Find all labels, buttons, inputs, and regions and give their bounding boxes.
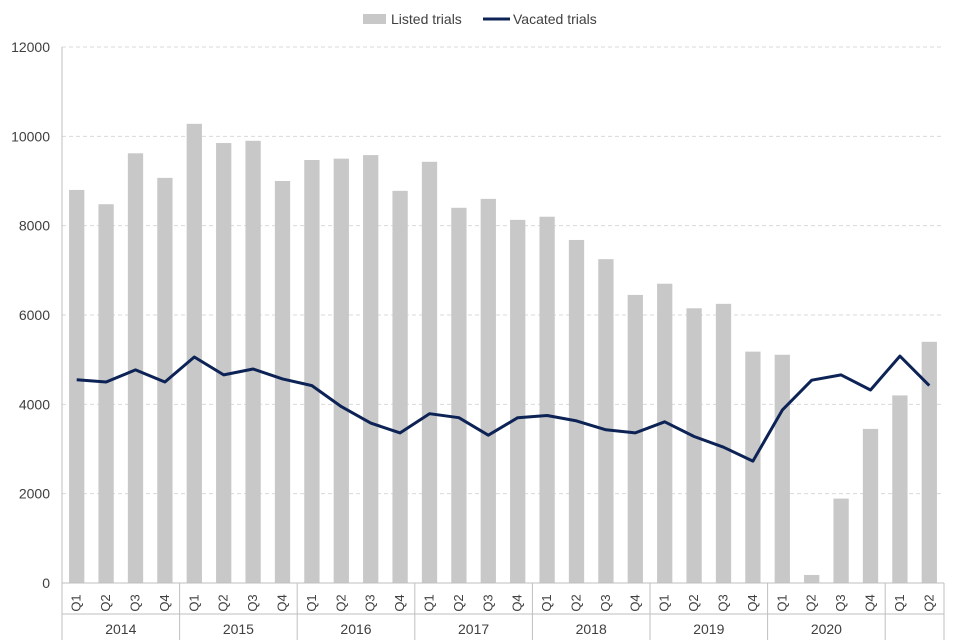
x-tick-label: Q2 (333, 594, 348, 611)
bar-listed-trials (304, 160, 320, 584)
bar-listed-trials (274, 181, 291, 583)
y-tick-label: 6000 (19, 307, 50, 323)
x-axis-year-labels: 2014 2015 2016 2017 2018 2019 2020 (105, 621, 842, 637)
y-tick-label: 0 (42, 575, 50, 591)
y-tick-label: 2000 (19, 486, 50, 502)
x-tick-label: Q2 (921, 594, 936, 611)
y-tick-label: 4000 (19, 396, 50, 412)
bar-listed-trials (392, 190, 408, 583)
year-label: 2019 (693, 621, 724, 637)
year-label: 2017 (458, 621, 489, 637)
x-tick-label: Q1 (186, 594, 201, 611)
bar-listed-trials (363, 155, 379, 584)
bar-listed-trials (568, 239, 585, 583)
bar-listed-trials (539, 216, 555, 583)
x-tick-label: Q3 (833, 594, 848, 611)
x-tick-label: Q3 (480, 594, 495, 611)
x-tick-label: Q1 (657, 594, 672, 611)
x-tick-label: Q4 (392, 594, 407, 611)
bar-listed-trials (127, 153, 144, 583)
x-tick-label: Q4 (275, 594, 290, 611)
x-tick-label: Q4 (863, 594, 878, 611)
x-tick-label: Q1 (422, 594, 437, 611)
bar-listed-trials (216, 143, 232, 584)
legend-label-listed-trials: Listed trials (391, 11, 462, 27)
year-label: 2015 (223, 621, 254, 637)
year-label: 2016 (340, 621, 371, 637)
bar-listed-trials (686, 308, 702, 583)
bar-listed-trials (451, 207, 467, 584)
x-tick-label: Q1 (304, 594, 319, 611)
bar-listed-trials (598, 259, 614, 583)
bar-listed-trials (921, 341, 937, 583)
gridlines (62, 46, 944, 495)
x-tick-label: Q2 (98, 594, 113, 611)
x-tick-label: Q4 (510, 594, 525, 611)
bar-listed-trials (804, 574, 820, 583)
x-tick-label: Q2 (451, 594, 466, 611)
x-tick-label: Q1 (892, 594, 907, 611)
bar-listed-trials (421, 161, 438, 583)
x-tick-label: Q2 (804, 594, 819, 611)
legend: Listed trials Vacated trials (363, 11, 597, 27)
y-tick-label: 8000 (19, 218, 50, 234)
bar-listed-trials (892, 395, 908, 583)
x-tick-label: Q3 (598, 594, 613, 611)
x-tick-label: Q3 (716, 594, 731, 611)
bar-listed-trials (833, 498, 849, 583)
bars-listed-trials (69, 123, 937, 584)
bar-listed-trials (745, 351, 761, 583)
x-axis-quarter-labels: Q1 Q2 Q3 Q4 Q1 Q2 Q3 Q4 Q1 Q2 Q3 Q4 Q1 Q2 Q3 Q4 Q1 Q2 Q3 Q4… (69, 594, 937, 611)
bar-listed-trials (69, 189, 85, 583)
x-tick-label: Q2 (686, 594, 701, 611)
legend-label-vacated-trials: Vacated trials (513, 11, 597, 27)
x-tick-label: Q2 (216, 594, 231, 611)
x-tick-label: Q2 (569, 594, 584, 611)
bar-listed-trials (774, 354, 790, 583)
bar-listed-trials (245, 140, 261, 584)
year-label: 2018 (576, 621, 607, 637)
line-vacated-trials (76, 354, 931, 463)
y-axis-tick-labels: 0 2000 4000 6000 8000 10000 12000 (11, 39, 50, 591)
bar-listed-trials (657, 283, 673, 583)
bar-listed-trials (715, 303, 732, 583)
bar-listed-trials (862, 428, 879, 583)
series-line-vacated-trials (76, 354, 931, 463)
bar-listed-trials (627, 294, 643, 583)
year-label: 2014 (105, 621, 136, 637)
x-tick-label: Q3 (363, 594, 378, 611)
y-tick-label: 12000 (11, 39, 50, 55)
x-tick-label: Q1 (69, 594, 84, 611)
x-tick-label: Q4 (745, 594, 760, 611)
x-tick-label: Q4 (627, 594, 642, 611)
bar-listed-trials (186, 123, 202, 584)
x-tick-label: Q4 (157, 594, 172, 611)
bar-listed-trials (480, 198, 496, 583)
axes (61, 47, 945, 640)
y-tick-label: 10000 (11, 128, 50, 144)
x-tick-label: Q3 (245, 594, 260, 611)
x-tick-label: Q3 (128, 594, 143, 611)
bar-listed-trials (98, 204, 114, 583)
x-tick-label: Q1 (539, 594, 554, 611)
year-label: 2020 (811, 621, 842, 637)
x-tick-label: Q1 (774, 594, 789, 611)
bar-listed-trials (333, 158, 349, 583)
legend-swatch-listed-trials (363, 14, 386, 24)
bar-listed-trials (510, 219, 526, 584)
